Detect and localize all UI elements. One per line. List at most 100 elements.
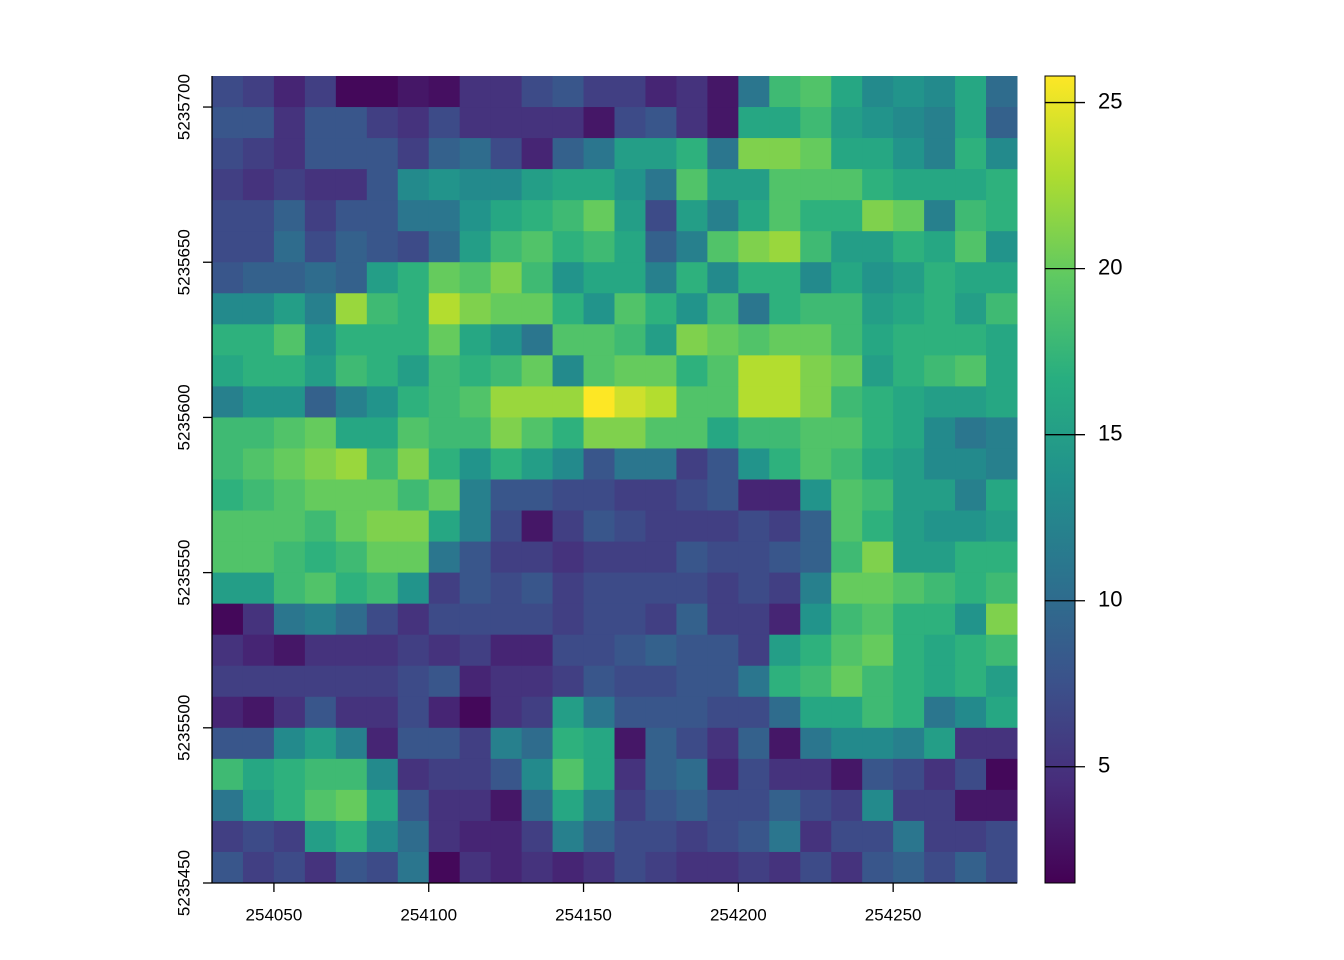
raster-cell — [955, 634, 987, 667]
raster-cell — [459, 634, 492, 667]
raster-cell — [893, 355, 925, 387]
raster-cell — [304, 851, 337, 884]
raster-cell — [490, 634, 523, 667]
raster-cell — [304, 448, 337, 480]
raster-cell — [924, 200, 956, 232]
raster-cell — [924, 386, 956, 418]
raster-cell — [366, 510, 399, 543]
raster-cell — [552, 355, 585, 387]
raster-cell — [428, 324, 461, 356]
raster-cell — [212, 758, 244, 791]
raster-cell — [769, 324, 801, 356]
raster-cell — [645, 262, 677, 294]
raster-cell — [893, 231, 925, 263]
raster-cell — [645, 541, 677, 574]
raster-cell — [397, 448, 430, 480]
raster-cell — [490, 665, 523, 698]
raster-cell — [986, 758, 1018, 791]
raster-cell — [428, 169, 461, 201]
raster-cell — [212, 355, 244, 387]
raster-cell — [490, 107, 523, 139]
raster-cell — [986, 324, 1018, 356]
raster-cell — [986, 448, 1018, 480]
raster-cell — [459, 479, 492, 512]
raster-cell — [862, 820, 894, 853]
raster-cell — [212, 231, 244, 263]
raster-cell — [955, 293, 987, 325]
raster-cell — [893, 572, 925, 605]
raster-cell — [738, 293, 770, 325]
raster-cell — [366, 634, 399, 667]
raster-cell — [645, 169, 677, 201]
raster-cell — [521, 169, 554, 201]
raster-cell — [924, 262, 956, 294]
raster-cell — [459, 169, 492, 201]
raster-cell — [366, 758, 399, 791]
raster-cell — [335, 479, 368, 512]
raster-cell — [490, 820, 523, 853]
raster-cell — [490, 851, 523, 884]
raster-cell — [459, 200, 492, 232]
raster-cell — [955, 541, 987, 574]
raster-cell — [304, 758, 337, 791]
raster-cell — [304, 572, 337, 605]
raster-cell — [986, 851, 1018, 884]
raster-cell — [645, 727, 677, 760]
raster-cell — [676, 851, 708, 884]
raster-cell — [738, 789, 770, 822]
raster-cell — [428, 696, 461, 729]
raster-cell — [552, 510, 585, 543]
raster-cell — [645, 138, 677, 170]
raster-cell — [583, 355, 615, 387]
raster-cell — [738, 758, 770, 791]
raster-cell — [490, 200, 523, 232]
raster-cell — [707, 76, 739, 108]
raster-cell — [924, 851, 956, 884]
raster-cell — [738, 665, 770, 698]
x-tick-label: 254050 — [246, 905, 303, 924]
raster-cell — [924, 665, 956, 698]
raster-cell — [212, 696, 244, 729]
raster-cell — [769, 572, 801, 605]
raster-cell — [707, 634, 739, 667]
raster-cell — [831, 231, 863, 263]
raster-cell — [924, 696, 956, 729]
raster-cell — [335, 293, 368, 325]
raster-cell — [645, 231, 677, 263]
raster-cell — [676, 355, 708, 387]
raster-cell — [800, 138, 832, 170]
raster-cell — [614, 386, 646, 418]
raster-cell — [459, 727, 492, 760]
raster-cell — [242, 696, 275, 729]
raster-cell — [304, 76, 337, 108]
raster-cell — [986, 572, 1018, 605]
raster-cell — [552, 200, 585, 232]
raster-cell — [862, 758, 894, 791]
raster-cell — [428, 262, 461, 294]
raster-cell — [397, 262, 430, 294]
raster-cell — [893, 262, 925, 294]
raster-cell — [986, 665, 1018, 698]
raster-cell — [366, 603, 399, 636]
raster-cell — [428, 107, 461, 139]
raster-cell — [583, 479, 615, 512]
raster-cell — [335, 727, 368, 760]
raster-cell — [614, 727, 646, 760]
raster-cell — [893, 138, 925, 170]
raster-cell — [831, 634, 863, 667]
raster-cell — [800, 200, 832, 232]
raster-cell — [583, 386, 615, 418]
raster-cell — [707, 665, 739, 698]
raster-cell — [397, 696, 430, 729]
raster-cell — [924, 138, 956, 170]
raster-cell — [242, 758, 275, 791]
raster-cell — [521, 665, 554, 698]
raster-cell — [212, 200, 244, 232]
raster-cell — [212, 820, 244, 853]
raster-cell — [552, 851, 585, 884]
raster-cell — [769, 169, 801, 201]
raster-cell — [304, 200, 337, 232]
raster-cell — [614, 355, 646, 387]
raster-cell — [366, 262, 399, 294]
